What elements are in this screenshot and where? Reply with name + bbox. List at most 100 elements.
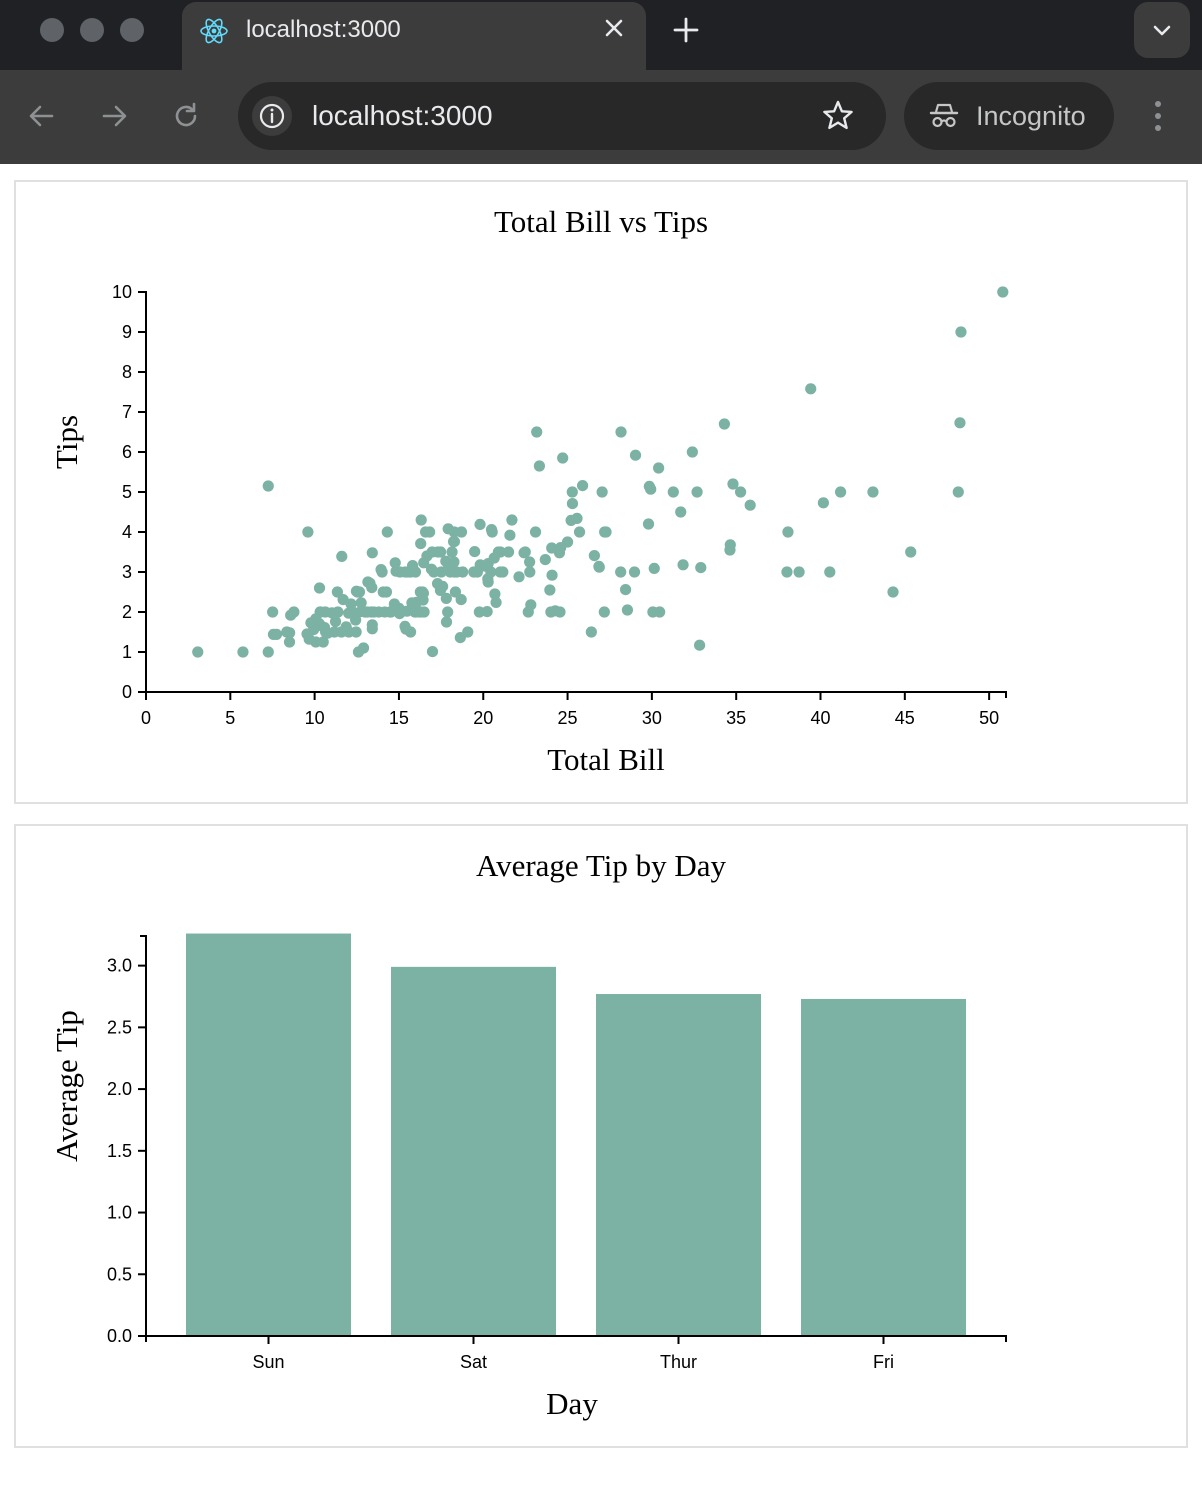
scatter-point[interactable] <box>497 566 509 578</box>
scatter-point[interactable] <box>449 586 462 598</box>
scatter-point[interactable] <box>619 584 632 596</box>
bar-sun[interactable] <box>186 933 351 1336</box>
scatter-point[interactable] <box>524 566 536 578</box>
scatter-point[interactable] <box>262 646 274 658</box>
scatter-point[interactable] <box>302 526 314 538</box>
scatter-point[interactable] <box>262 480 274 492</box>
scatter-point[interactable] <box>504 529 516 541</box>
scatter-point[interactable] <box>588 550 600 562</box>
browser-tab[interactable]: localhost:3000 <box>182 2 646 70</box>
scatter-point[interactable] <box>531 426 543 438</box>
scatter-point[interactable] <box>544 584 556 596</box>
scatter-point[interactable] <box>654 606 666 618</box>
scatter-point[interactable] <box>593 561 605 573</box>
scatter-point[interactable] <box>695 562 707 574</box>
scatter-point[interactable] <box>629 449 642 461</box>
scatter-point[interactable] <box>744 499 756 511</box>
scatter-point[interactable] <box>817 497 829 509</box>
scatter-point[interactable] <box>482 576 494 588</box>
scatter-point[interactable] <box>667 486 679 498</box>
scatter-point[interactable] <box>905 546 917 558</box>
scatter-point[interactable] <box>648 562 660 574</box>
scatter-point[interactable] <box>954 417 966 429</box>
address-bar[interactable]: localhost:3000 <box>238 82 886 150</box>
scatter-point[interactable] <box>524 556 536 568</box>
address-url[interactable]: localhost:3000 <box>312 100 493 131</box>
scatter-point[interactable] <box>557 452 569 464</box>
scatter-point[interactable] <box>474 518 486 530</box>
scatter-point[interactable] <box>525 599 537 611</box>
scatter-point[interactable] <box>317 636 329 648</box>
scatter-point[interactable] <box>267 606 279 618</box>
scatter-point[interactable] <box>675 506 687 518</box>
scatter-point[interactable] <box>533 460 546 472</box>
bar-thur[interactable] <box>596 994 761 1336</box>
scatter-point[interactable] <box>506 514 518 526</box>
scatter-point[interactable] <box>793 566 805 578</box>
scatter-point[interactable] <box>677 559 689 571</box>
scatter-point[interactable] <box>566 486 578 498</box>
scatter-point[interactable] <box>415 538 427 550</box>
scatter-point[interactable] <box>585 626 597 638</box>
scatter-point[interactable] <box>455 594 467 606</box>
scatter-point[interactable] <box>694 639 706 651</box>
scatter-point[interactable] <box>417 587 429 599</box>
scatter-point[interactable] <box>446 546 458 558</box>
scatter-point[interactable] <box>284 627 296 639</box>
bar-sat[interactable] <box>391 966 556 1336</box>
scatter-point[interactable] <box>336 550 348 562</box>
scatter-point[interactable] <box>598 606 610 618</box>
scatter-point[interactable] <box>867 486 879 498</box>
kebab-menu-icon[interactable] <box>1140 96 1176 136</box>
scatter-point[interactable] <box>645 483 657 495</box>
scatter-point[interactable] <box>418 606 430 618</box>
site-info-button[interactable] <box>252 96 292 136</box>
scatter-point[interactable] <box>437 580 449 592</box>
scatter-point[interactable] <box>621 604 634 616</box>
scatter-point[interactable] <box>782 526 794 538</box>
scatter-point[interactable] <box>955 326 967 338</box>
scatter-point[interactable] <box>513 571 525 583</box>
scatter-point[interactable] <box>490 596 502 608</box>
scatter-point[interactable] <box>389 557 401 569</box>
scatter-point[interactable] <box>381 526 393 538</box>
scatter-point[interactable] <box>529 526 542 538</box>
reload-icon[interactable] <box>168 98 204 134</box>
scatter-point[interactable] <box>448 556 460 568</box>
scatter-point[interactable] <box>481 606 493 618</box>
plus-icon[interactable] <box>668 12 704 48</box>
scatter-point[interactable] <box>350 614 362 626</box>
scatter-point[interactable] <box>462 626 474 638</box>
scatter-point[interactable] <box>805 383 817 395</box>
scatter-point[interactable] <box>192 646 204 658</box>
scatter-point[interactable] <box>457 566 469 578</box>
scatter-point[interactable] <box>576 480 589 492</box>
window-minimize-dot[interactable] <box>80 18 104 42</box>
scatter-point[interactable] <box>355 597 367 609</box>
scatter-point[interactable] <box>781 566 793 578</box>
scatter-point[interactable] <box>615 566 627 578</box>
scatter-point[interactable] <box>440 592 452 604</box>
window-close-dot[interactable] <box>40 18 64 42</box>
scatter-point[interactable] <box>376 566 388 578</box>
scatter-point[interactable] <box>448 536 461 548</box>
close-icon[interactable] <box>600 14 628 42</box>
scatter-point[interactable] <box>270 628 283 640</box>
scatter-point[interactable] <box>561 536 574 548</box>
scatter-point[interactable] <box>727 478 739 490</box>
scatter-point[interactable] <box>653 462 665 474</box>
scatter-point[interactable] <box>329 616 342 628</box>
scatter-point[interactable] <box>573 526 586 538</box>
scatter-point[interactable] <box>426 646 439 658</box>
scatter-point[interactable] <box>566 498 579 510</box>
scatter-point[interactable] <box>486 526 498 538</box>
bar-fri[interactable] <box>801 998 966 1336</box>
scatter-point[interactable] <box>357 642 370 654</box>
arrow-right-icon[interactable] <box>96 98 132 134</box>
scatter-point[interactable] <box>628 566 641 578</box>
scatter-point[interactable] <box>615 426 627 438</box>
scatter-point[interactable] <box>442 606 454 618</box>
scatter-point[interactable] <box>313 582 326 594</box>
scatter-point[interactable] <box>824 566 836 578</box>
scatter-point[interactable] <box>554 606 566 618</box>
